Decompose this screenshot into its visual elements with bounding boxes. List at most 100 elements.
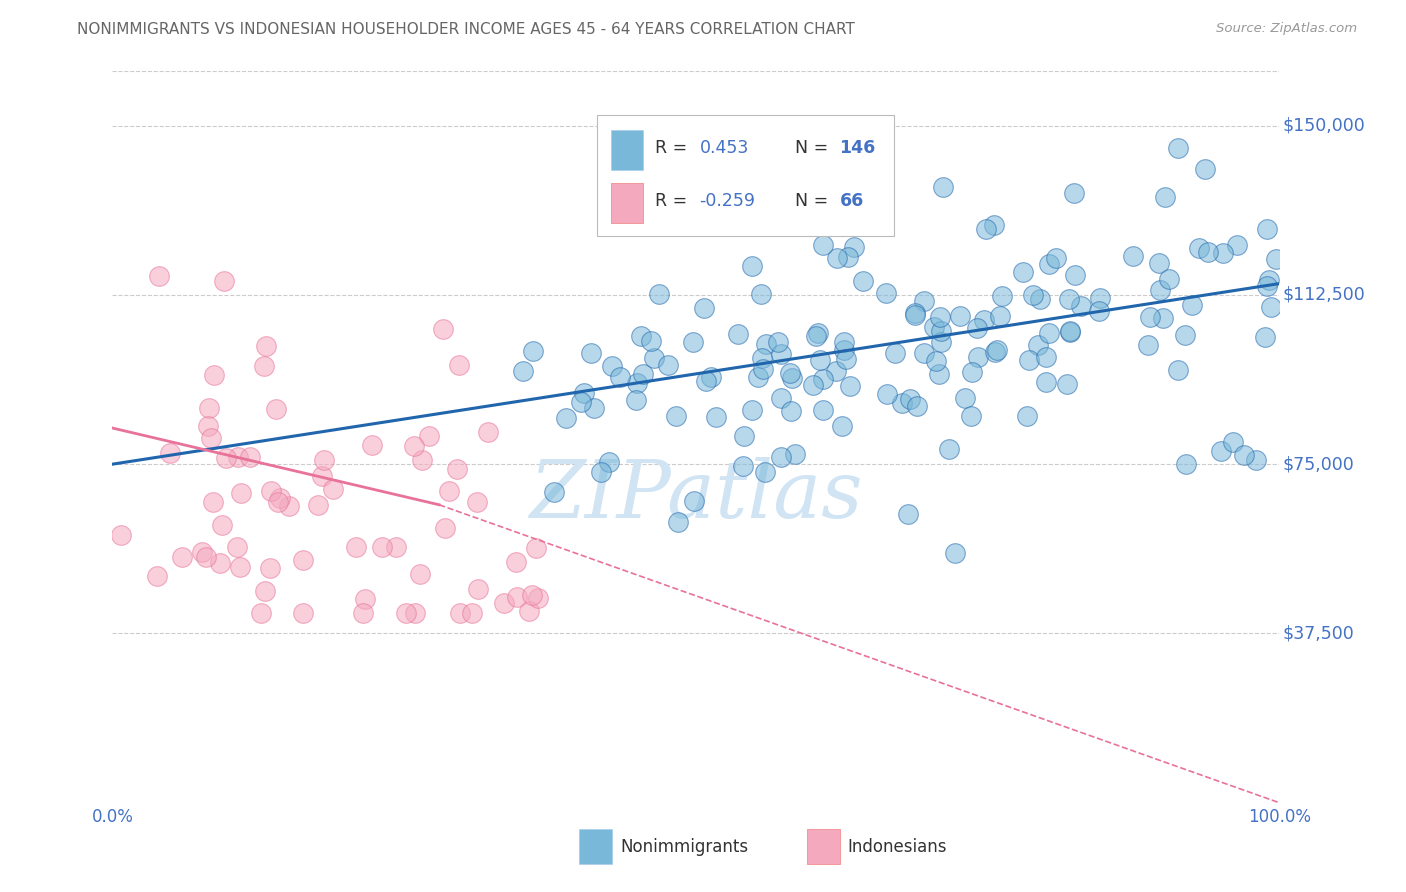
- Point: [1222, 434, 1244, 449]
- Text: Nonimmigrants: Nonimmigrants: [620, 838, 748, 855]
- Point: [807, 326, 830, 340]
- Point: [225, 540, 247, 554]
- Point: [1152, 311, 1174, 326]
- Point: [770, 450, 793, 464]
- Point: [1070, 298, 1092, 312]
- Point: [371, 540, 394, 554]
- Point: [209, 557, 232, 571]
- Point: [191, 545, 214, 559]
- Point: [1154, 189, 1177, 203]
- Point: [512, 364, 534, 378]
- Point: [1174, 328, 1197, 343]
- Point: [1018, 352, 1040, 367]
- Point: [1256, 279, 1278, 293]
- Point: [609, 370, 631, 384]
- Point: [1167, 363, 1189, 377]
- Point: [602, 359, 624, 373]
- Point: [555, 411, 578, 425]
- Point: [1035, 375, 1057, 389]
- Point: [912, 346, 935, 360]
- Point: [226, 450, 249, 464]
- Text: $37,500: $37,500: [1282, 624, 1355, 642]
- Point: [467, 495, 489, 509]
- Point: [582, 401, 605, 415]
- Point: [727, 326, 749, 341]
- Point: [229, 486, 252, 500]
- Point: [1064, 268, 1087, 282]
- Point: [931, 335, 953, 350]
- Point: [260, 484, 283, 499]
- Point: [201, 495, 224, 509]
- Point: [1244, 452, 1267, 467]
- Point: [983, 218, 1005, 232]
- Point: [579, 345, 602, 359]
- Point: [591, 466, 613, 480]
- Point: [955, 392, 977, 406]
- Point: [527, 591, 550, 605]
- Point: [960, 409, 983, 424]
- Point: [197, 401, 219, 416]
- Point: [1038, 257, 1060, 271]
- Point: [683, 494, 706, 508]
- Bar: [579, 830, 612, 864]
- Point: [170, 550, 193, 565]
- Point: [344, 540, 367, 554]
- Point: [938, 442, 960, 457]
- Text: ZIPatlas: ZIPatlas: [529, 457, 863, 534]
- Point: [897, 507, 920, 521]
- Point: [741, 403, 763, 417]
- Point: [835, 351, 858, 366]
- Point: [842, 239, 865, 253]
- Point: [202, 368, 225, 383]
- Point: [259, 561, 281, 575]
- Point: [264, 401, 287, 416]
- Point: [741, 260, 763, 274]
- Point: [1139, 310, 1161, 325]
- Point: [1256, 222, 1278, 236]
- Point: [838, 379, 860, 393]
- Point: [311, 469, 333, 483]
- Point: [267, 494, 290, 508]
- Point: [214, 451, 236, 466]
- Point: [700, 369, 723, 384]
- Text: 66: 66: [839, 192, 863, 210]
- Point: [229, 559, 252, 574]
- Point: [253, 359, 276, 374]
- Point: [1149, 283, 1171, 297]
- Point: [322, 482, 344, 496]
- Point: [966, 321, 988, 335]
- Point: [1090, 291, 1112, 305]
- Point: [780, 403, 803, 417]
- Text: $150,000: $150,000: [1282, 117, 1365, 135]
- Point: [785, 447, 807, 461]
- Point: [984, 344, 1007, 359]
- Point: [1194, 161, 1216, 176]
- Point: [1029, 292, 1052, 306]
- Point: [665, 409, 688, 424]
- Point: [1254, 330, 1277, 344]
- Point: [408, 566, 430, 581]
- Point: [214, 274, 236, 288]
- Point: [307, 498, 329, 512]
- Point: [1167, 141, 1189, 155]
- Text: N =: N =: [796, 192, 834, 210]
- Point: [986, 343, 1008, 358]
- Point: [1175, 457, 1198, 471]
- Point: [904, 308, 927, 322]
- Point: [250, 606, 273, 620]
- Point: [808, 353, 831, 368]
- Point: [254, 339, 277, 353]
- Point: [974, 222, 997, 236]
- Point: [779, 366, 801, 380]
- Point: [640, 334, 662, 348]
- Point: [361, 438, 384, 452]
- Point: [314, 452, 336, 467]
- Point: [277, 499, 299, 513]
- Point: [1257, 273, 1279, 287]
- Point: [928, 368, 950, 382]
- Point: [385, 541, 408, 555]
- Point: [884, 345, 907, 359]
- Point: [1063, 186, 1085, 200]
- Point: [434, 521, 457, 535]
- Point: [904, 306, 927, 320]
